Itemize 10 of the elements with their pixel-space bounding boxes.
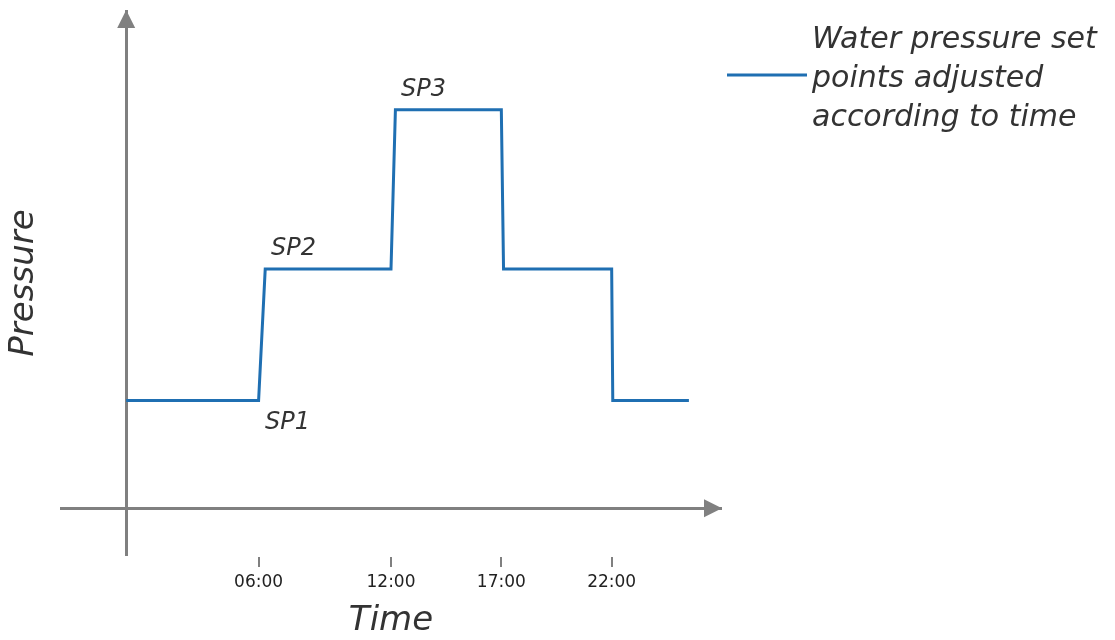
x-tick-label: 22:00 [587, 571, 637, 592]
annotation: SP2 [271, 233, 316, 261]
y-axis-title: Pressure [0, 209, 41, 357]
x-tick-label: 06:00 [234, 571, 284, 592]
x-tick-label: 17:00 [476, 571, 526, 592]
x-axis-title: Time [348, 597, 434, 638]
x-tick-label: 12:00 [366, 571, 416, 592]
annotation: SP1 [265, 407, 310, 435]
legend-label: Water pressure set points adjusted according to time [811, 19, 1099, 133]
annotation: SP3 [401, 74, 446, 102]
